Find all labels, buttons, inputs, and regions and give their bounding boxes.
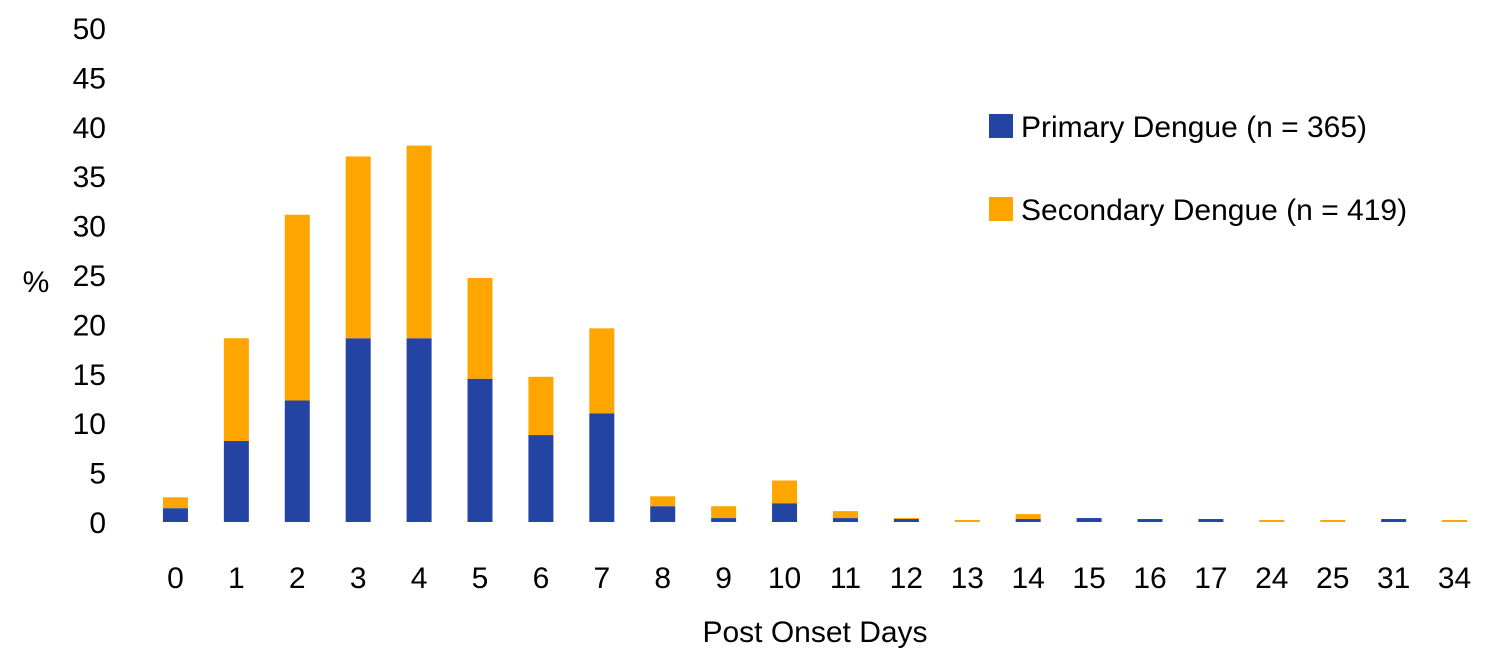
bar-primary [528,435,554,522]
bar-primary [1137,519,1163,522]
legend-label-secondary: Secondary Dengue (n = 419) [1021,194,1407,227]
bar-primary [1015,519,1041,522]
x-tick-label: 3 [350,562,367,595]
bar-secondary [528,376,554,436]
x-tick-label: 12 [890,562,923,595]
bar-secondary [406,145,432,339]
bar-secondary [1259,520,1285,522]
x-tick-label: 1 [228,562,245,595]
bar-primary [650,506,676,522]
y-tick-label: 25 [73,260,106,293]
bar-secondary [589,328,615,414]
bar-secondary [1442,520,1468,522]
legend-label-primary: Primary Dengue (n = 365) [1021,111,1367,144]
bar-secondary [832,511,858,519]
x-tick-label: 13 [951,562,984,595]
x-tick-label: 9 [715,562,732,595]
x-tick-label: 2 [289,562,306,595]
bar-primary [772,503,798,522]
x-tick-label: 4 [411,562,428,595]
legend: Primary Dengue (n = 365) Secondary Dengu… [989,111,1407,227]
x-tick-label: 8 [654,562,671,595]
x-tick-label: 16 [1133,562,1166,595]
bar-primary [832,518,858,522]
bar-secondary [954,520,980,522]
bar-primary [284,400,310,522]
y-tick-label: 35 [73,161,106,194]
y-tick-label: 50 [73,13,106,46]
bar-secondary [893,518,919,520]
bar-secondary [711,506,737,519]
y-tick-label: 10 [73,408,106,441]
bar-secondary [650,496,676,507]
y-tick-label: 15 [73,359,106,392]
y-axis-title: % [23,266,50,299]
bar-secondary [345,156,371,339]
y-tick-label: 45 [73,62,106,95]
x-tick-label: 7 [593,562,610,595]
bar-secondary [1015,514,1041,520]
x-tick-label: 14 [1011,562,1044,595]
x-axis-ticks: 0 1 2 3 4 5 6 7 8 9 10 11 12 13 14 15 16 17 24 25 31 34 [167,562,1471,595]
bar-secondary [467,277,493,379]
bar-secondary [162,497,188,509]
legend-swatch-primary [989,114,1013,138]
y-tick-label: 5 [89,458,106,491]
y-tick-label: 20 [73,309,106,342]
bars [162,145,1468,522]
bar-primary [223,440,249,522]
bar-primary [711,518,737,522]
bar-primary [589,413,615,522]
y-tick-label: 30 [73,211,106,244]
bar-primary [1076,518,1102,522]
x-tick-label: 6 [533,562,550,595]
bar-secondary [284,214,310,401]
bar-primary [1198,519,1224,522]
x-axis-title: Post Onset Days [702,616,927,649]
bar-secondary [223,338,249,441]
legend-swatch-secondary [989,197,1013,221]
x-tick-label: 10 [768,562,801,595]
x-tick-label: 25 [1316,562,1349,595]
x-tick-label: 34 [1438,562,1471,595]
bar-secondary [1320,520,1346,522]
x-tick-label: 31 [1377,562,1410,595]
bar-primary [406,338,432,522]
bar-primary [467,378,493,522]
x-tick-label: 17 [1194,562,1227,595]
x-tick-label: 24 [1255,562,1288,595]
bar-primary [345,338,371,522]
x-tick-label: 11 [830,562,861,595]
y-axis-ticks: 0 5 10 15 20 25 30 35 40 45 50 [73,13,106,540]
bar-primary [162,508,188,522]
bar-secondary [772,480,798,504]
y-tick-label: 0 [89,507,106,540]
x-tick-label: 5 [472,562,489,595]
bar-primary [893,519,919,522]
x-tick-label: 15 [1072,562,1105,595]
x-tick-label: 0 [167,562,184,595]
y-tick-label: 40 [73,112,106,145]
bar-primary [1381,519,1407,522]
